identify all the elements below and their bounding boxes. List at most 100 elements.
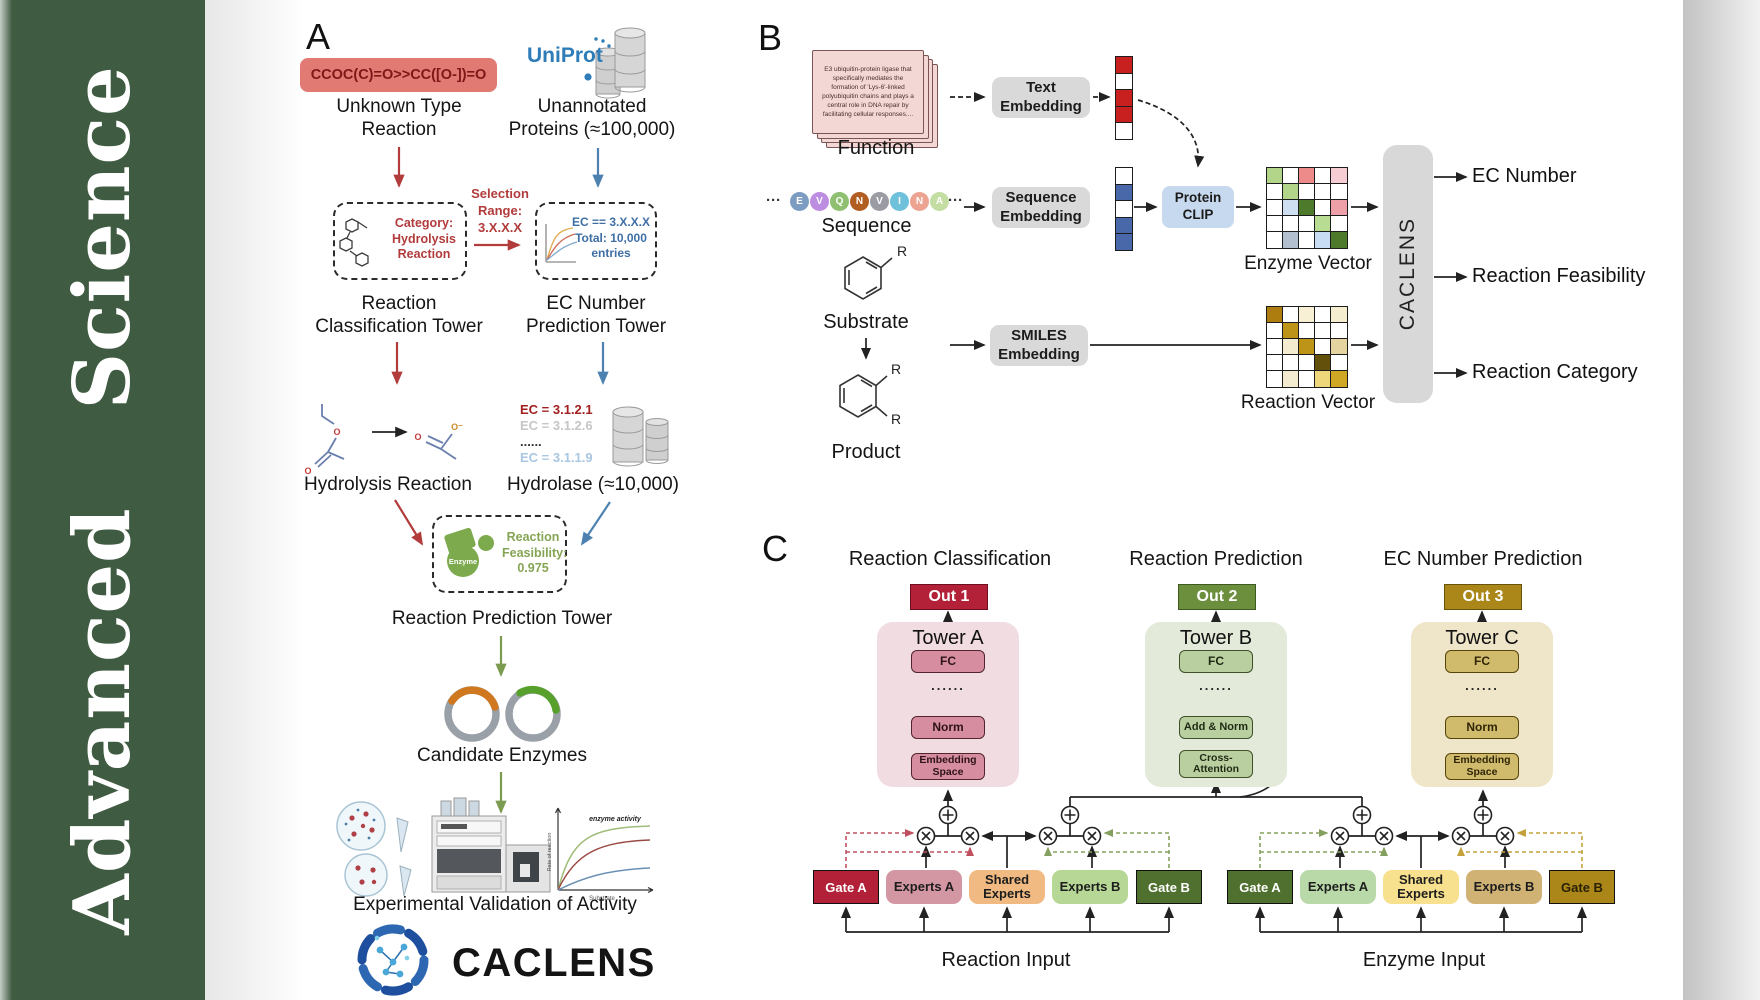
tower-c-embedding-space: Embedding Space xyxy=(1445,753,1519,780)
grid-cell xyxy=(1267,355,1283,371)
tower-a-title: Tower A xyxy=(912,627,984,649)
grid-cell xyxy=(1267,371,1283,387)
vector-cell xyxy=(1116,90,1132,107)
residue-circle: N xyxy=(910,192,929,211)
panel-a-arrows xyxy=(372,147,611,814)
vector-cell xyxy=(1116,184,1132,201)
ester-structure xyxy=(314,404,345,468)
residue-circle: V xyxy=(870,192,889,211)
substrate-label: Substrate xyxy=(823,311,909,333)
grid-cell xyxy=(1283,232,1299,248)
classification-tower-label: Reaction Classification Tower xyxy=(315,293,483,337)
grid-cell xyxy=(1315,232,1331,248)
grid-cell xyxy=(1267,200,1283,216)
sequence-embedding-box: Sequence Embedding xyxy=(992,187,1090,228)
otimes-icon xyxy=(1330,826,1350,846)
grid-cell xyxy=(1315,168,1331,184)
grid-cell xyxy=(1331,355,1347,371)
sequence-ellipsis-left: ··· xyxy=(766,192,781,209)
feasibility-text: Reaction Feasibility: 0.975 xyxy=(502,530,568,576)
activity-plot-icon xyxy=(554,807,654,894)
tower-c-norm: Norm xyxy=(1445,716,1519,739)
grid-cell xyxy=(1267,323,1283,339)
otimes-icon xyxy=(1451,826,1471,846)
grid-cell xyxy=(1267,216,1283,232)
section-ec-number-prediction: EC Number Prediction xyxy=(1383,548,1583,570)
grid-cell xyxy=(1283,168,1299,184)
enzyme-icon-label: Enzyme xyxy=(449,557,477,566)
grid-cell xyxy=(1315,355,1331,371)
grid-cell xyxy=(1267,184,1283,200)
ester-o-label: O xyxy=(333,427,340,437)
vector-cell xyxy=(1116,73,1132,90)
grid-cell xyxy=(1299,355,1315,371)
ec-number-line: EC = 3.1.2.6 xyxy=(520,418,593,433)
acetate-structure xyxy=(425,433,457,460)
ec-tower-label: EC Number Prediction Tower xyxy=(525,293,667,337)
vector-cell xyxy=(1116,234,1132,250)
grid-cell xyxy=(1299,323,1315,339)
grid-cell xyxy=(1299,184,1315,200)
tower-b-title: Tower B xyxy=(1179,627,1253,649)
product-structure xyxy=(839,374,888,418)
tower-b: Tower B FC ...... Add & Norm Cross- Atte… xyxy=(1145,622,1287,787)
tower-b-cross-attention: Cross- Attention xyxy=(1179,750,1253,778)
page-edge-highlight xyxy=(0,0,12,1000)
grid-cell xyxy=(1315,323,1331,339)
hplc-instrument-icon xyxy=(431,797,551,893)
enzyme-shared-experts: Shared Experts xyxy=(1383,870,1459,904)
reaction-gate-a: Gate A xyxy=(813,870,879,904)
grid-cell xyxy=(1283,371,1299,387)
ec-number-line: ...... xyxy=(520,434,542,449)
panel-a-label: A xyxy=(306,16,331,57)
caclens-emblem xyxy=(357,924,429,996)
vector-cell xyxy=(1116,217,1132,234)
grid-cell xyxy=(1315,216,1331,232)
vector-cell xyxy=(1116,168,1132,185)
otimes-icon xyxy=(1495,826,1515,846)
otimes-icon xyxy=(1374,826,1394,846)
reaction-input-label: Reaction Input xyxy=(941,949,1071,971)
out-2-box: Out 2 xyxy=(1178,584,1256,610)
text-vector xyxy=(1115,56,1133,140)
feasibility-box: Reaction Feasibility: 0.975 xyxy=(432,515,567,593)
sequence-vector xyxy=(1115,167,1133,251)
activity-ylabel: Rate of reaction xyxy=(547,833,553,872)
acetate-o-label: O xyxy=(414,432,421,442)
page-right-shade xyxy=(1683,0,1760,1000)
panel-b-arrows xyxy=(860,91,1468,379)
enzyme-gate-b: Gate B xyxy=(1549,870,1615,904)
database-icon-mid xyxy=(612,406,669,467)
otimes-icon xyxy=(1038,826,1058,846)
molecule-sketch-icon xyxy=(339,218,369,267)
section-reaction-classification: Reaction Classification xyxy=(848,548,1052,570)
residue-circle: Q xyxy=(830,192,849,211)
journal-sidebar: Advanced Science xyxy=(0,0,205,1000)
grid-cell xyxy=(1331,307,1347,323)
reaction-experts-a: Experts A xyxy=(886,870,962,904)
residue-circle: V xyxy=(810,192,829,211)
grid-cell xyxy=(1283,200,1299,216)
grid-cell xyxy=(1267,307,1283,323)
grid-cell xyxy=(1283,184,1299,200)
tower-b-fc: FC xyxy=(1179,650,1253,673)
grid-cell xyxy=(1299,371,1315,387)
tower-b-add-norm: Add & Norm xyxy=(1179,716,1253,739)
grid-cell xyxy=(1267,168,1283,184)
grid-cell xyxy=(1283,216,1299,232)
product-r1-label: R xyxy=(891,361,901,377)
cells-icon xyxy=(336,801,412,897)
grid-cell xyxy=(1315,184,1331,200)
grid-cell xyxy=(1299,307,1315,323)
otimes-icon xyxy=(1082,826,1102,846)
grid-cell xyxy=(1299,168,1315,184)
reaction-vector-grid xyxy=(1266,306,1348,388)
tower-a-norm: Norm xyxy=(911,716,985,739)
database-icon-top xyxy=(595,27,646,99)
grid-cell xyxy=(1267,232,1283,248)
smiles-pill: CCOC(C)=O>>CC([O-])=O xyxy=(300,58,497,92)
tower-a: Tower A FC ...... Norm Embedding Space xyxy=(877,622,1019,787)
grid-cell xyxy=(1315,339,1331,355)
